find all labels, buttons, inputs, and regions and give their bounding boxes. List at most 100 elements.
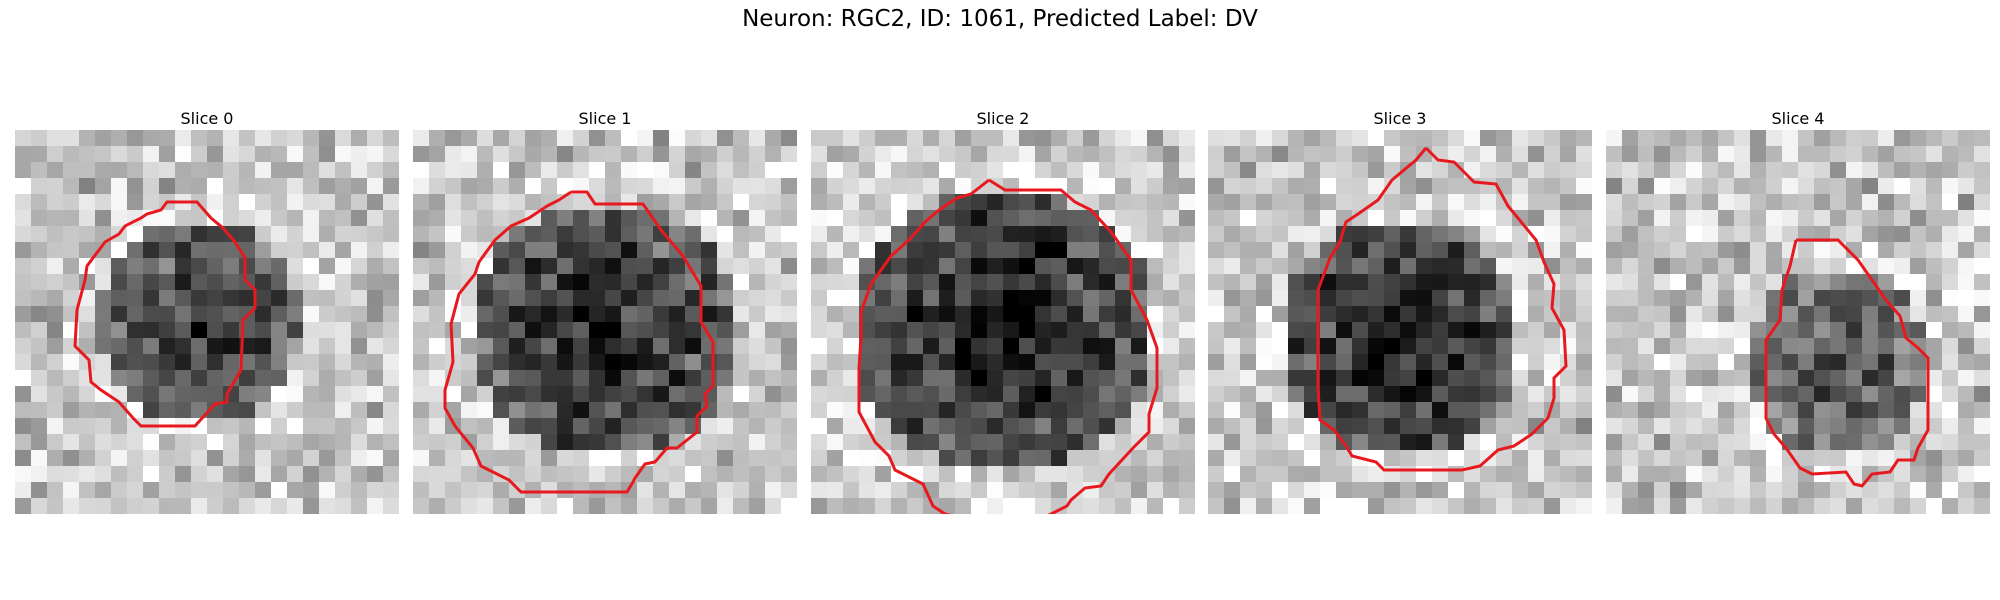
pixel	[811, 210, 828, 227]
pixel	[1448, 290, 1465, 307]
pixel	[525, 306, 542, 323]
pixel	[223, 322, 240, 339]
pixel	[1862, 370, 1879, 387]
pixel	[749, 338, 766, 355]
pixel	[843, 450, 860, 467]
pixel	[811, 162, 828, 179]
pixel	[1288, 418, 1305, 435]
pixel	[239, 194, 256, 211]
pixel	[1384, 178, 1401, 195]
pixel	[525, 146, 542, 163]
pixel	[827, 226, 844, 243]
pixel	[1336, 258, 1353, 275]
pixel	[637, 130, 654, 147]
pixel	[955, 162, 972, 179]
pixel	[1448, 434, 1465, 451]
pixel	[589, 226, 606, 243]
pixel	[573, 482, 590, 499]
pixel	[1416, 434, 1433, 451]
pixel	[367, 146, 384, 163]
pixel	[1336, 322, 1353, 339]
pixel	[1288, 322, 1305, 339]
pixel	[1256, 466, 1273, 483]
pixel	[303, 482, 320, 499]
pixel	[955, 178, 972, 195]
pixel	[95, 226, 112, 243]
pixel	[1224, 354, 1241, 371]
pixel	[875, 466, 892, 483]
pixel	[303, 322, 320, 339]
pixel	[509, 466, 526, 483]
pixel	[1798, 402, 1815, 419]
pixel	[987, 370, 1004, 387]
pixel	[589, 130, 606, 147]
pixel	[223, 498, 240, 514]
pixel	[1734, 450, 1751, 467]
pixel	[445, 466, 462, 483]
pixel	[1019, 290, 1036, 307]
pixel	[1131, 290, 1148, 307]
pixel	[1208, 354, 1225, 371]
pixel	[207, 434, 224, 451]
pixel	[765, 322, 782, 339]
pixel	[15, 402, 32, 419]
pixel	[1878, 162, 1895, 179]
pixel	[429, 210, 446, 227]
pixel	[1288, 402, 1305, 419]
slice-image-svg	[811, 130, 1195, 514]
pixel	[1384, 242, 1401, 259]
pixel	[175, 210, 192, 227]
pixel	[987, 146, 1004, 163]
pixel	[1606, 322, 1623, 339]
pixel	[1051, 210, 1068, 227]
pixel	[1974, 242, 1990, 259]
pixel	[429, 146, 446, 163]
pixel	[701, 498, 718, 514]
pixel	[95, 258, 112, 275]
pixel	[1099, 178, 1116, 195]
pixel	[1320, 498, 1337, 514]
pixel	[1496, 210, 1513, 227]
pixel	[429, 194, 446, 211]
pixel	[15, 338, 32, 355]
pixel	[1862, 210, 1879, 227]
pixel	[287, 258, 304, 275]
pixel	[923, 434, 940, 451]
pixel	[1974, 258, 1990, 275]
pixel	[1147, 434, 1164, 451]
slice-image	[1606, 130, 1990, 514]
pixel	[1099, 482, 1116, 499]
pixel	[781, 354, 797, 371]
pixel	[1910, 162, 1927, 179]
pixel	[367, 482, 384, 499]
pixel	[1352, 498, 1369, 514]
pixel	[413, 386, 430, 403]
pixel	[1035, 130, 1052, 147]
pixel	[1448, 178, 1465, 195]
pixel	[1638, 434, 1655, 451]
pixel	[669, 450, 686, 467]
pixel	[1782, 226, 1799, 243]
pixel	[319, 338, 336, 355]
pixel	[1067, 242, 1084, 259]
pixel	[1702, 194, 1719, 211]
pixel	[781, 226, 797, 243]
pixel	[1830, 226, 1847, 243]
pixel	[1336, 306, 1353, 323]
pixel	[557, 386, 574, 403]
pixel	[891, 210, 908, 227]
pixel	[303, 194, 320, 211]
pixel	[1416, 450, 1433, 467]
pixel	[175, 354, 192, 371]
pixel	[875, 210, 892, 227]
pixel	[335, 498, 352, 514]
pixel	[351, 450, 368, 467]
pixel	[1974, 338, 1990, 355]
pixel	[1544, 434, 1561, 451]
pixel	[1115, 130, 1132, 147]
pixel	[1830, 162, 1847, 179]
pixel	[717, 178, 734, 195]
slice-title: Slice 4	[1771, 109, 1825, 128]
pixel	[827, 450, 844, 467]
pixel	[1654, 402, 1671, 419]
